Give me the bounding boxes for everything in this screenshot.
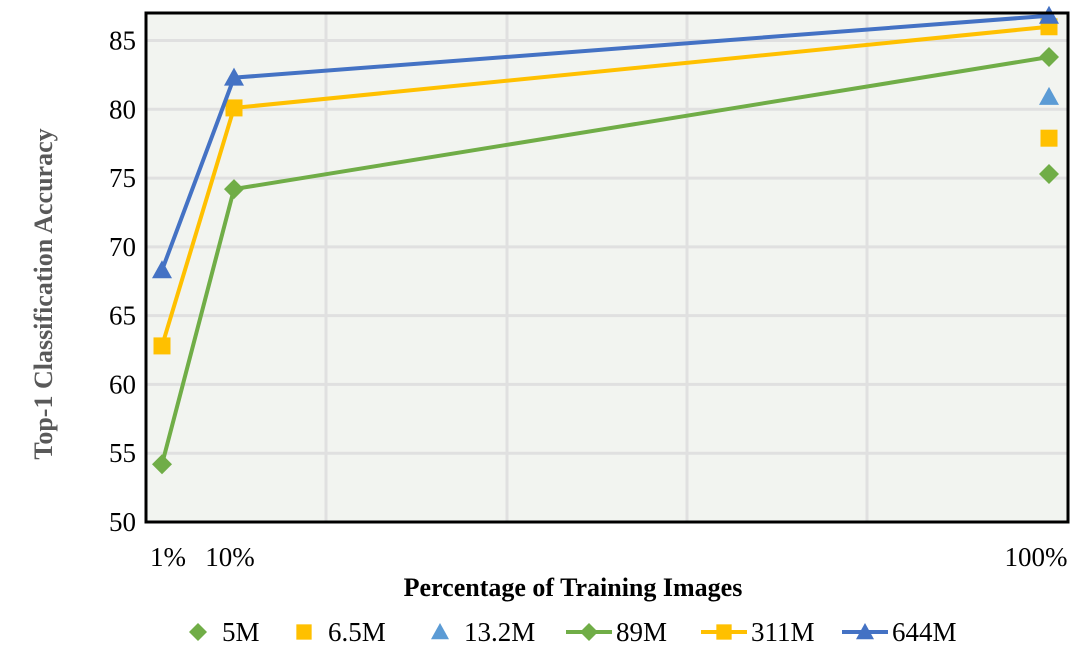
legend-marker [856, 623, 874, 640]
plot-area [146, 13, 1068, 522]
y-tick-label: 80 [109, 94, 136, 124]
series-644M [152, 5, 1059, 279]
x-axis-label: Percentage of Training Images [404, 573, 743, 602]
legend-item: 644M [842, 617, 957, 647]
legend-marker [296, 624, 312, 640]
y-tick-label: 60 [109, 369, 136, 399]
legend-marker [431, 623, 449, 640]
x-tick-label: 10% [205, 542, 255, 572]
legend: 5M 6.5M 13.2M 89M 311M 644M [189, 617, 957, 647]
legend-marker [580, 623, 598, 641]
y-tick-label: 55 [109, 438, 136, 468]
legend-label: 311M [751, 617, 815, 647]
x-tick-label: 1% [150, 542, 186, 572]
data-point [1040, 129, 1058, 147]
data-point [152, 260, 172, 279]
legend-item: 311M [701, 617, 815, 647]
y-tick-label: 85 [109, 26, 136, 56]
x-tick-label: 100% [1005, 542, 1068, 572]
data-point [224, 67, 244, 86]
data-point [152, 454, 172, 475]
series-89M [152, 47, 1059, 475]
series-6.5M [1040, 129, 1058, 147]
y-axis-label: Top-1 Classification Accuracy [29, 128, 58, 459]
legend-item: 13.2M [431, 617, 535, 647]
data-point [153, 337, 171, 355]
series-13.2M [1039, 86, 1059, 105]
series-5M [1039, 163, 1059, 184]
y-tick-label: 50 [109, 507, 136, 537]
data-point [224, 179, 244, 200]
legend-label: 6.5M [328, 617, 386, 647]
legend-label: 5M [222, 617, 260, 647]
legend-item: 89M [566, 617, 667, 647]
y-tick-label: 65 [109, 301, 136, 331]
data-point [1039, 86, 1059, 105]
data-point [1039, 47, 1059, 68]
legend-marker [716, 624, 732, 640]
legend-label: 13.2M [464, 617, 535, 647]
legend-item: 5M [189, 617, 260, 647]
legend-label: 644M [892, 617, 957, 647]
data-point [1039, 163, 1059, 184]
legend-label: 89M [616, 617, 667, 647]
legend-item: 6.5M [296, 617, 386, 647]
legend-marker [189, 623, 207, 641]
plot-frame [144, 11, 1070, 524]
data-point [225, 99, 243, 117]
data-point [1039, 5, 1059, 24]
y-tick-label: 75 [109, 163, 136, 193]
y-tick-label: 70 [109, 232, 136, 262]
